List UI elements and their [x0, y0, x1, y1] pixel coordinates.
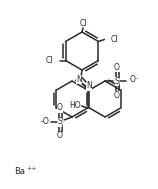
- Text: O: O: [114, 91, 120, 99]
- Text: -O: -O: [41, 116, 49, 125]
- Text: Cl: Cl: [79, 19, 87, 29]
- Text: O: O: [57, 132, 63, 140]
- Text: N: N: [76, 74, 82, 84]
- Text: Ba: Ba: [14, 167, 25, 176]
- Text: ++: ++: [26, 166, 36, 170]
- Text: Cl: Cl: [46, 56, 54, 65]
- Text: S: S: [58, 118, 62, 126]
- Text: HO: HO: [69, 101, 80, 109]
- Text: Cl: Cl: [110, 35, 118, 44]
- Text: O: O: [114, 63, 120, 71]
- Text: S: S: [115, 77, 119, 85]
- Text: N: N: [86, 81, 92, 91]
- Text: O⁻: O⁻: [130, 75, 140, 84]
- Text: O: O: [57, 104, 63, 112]
